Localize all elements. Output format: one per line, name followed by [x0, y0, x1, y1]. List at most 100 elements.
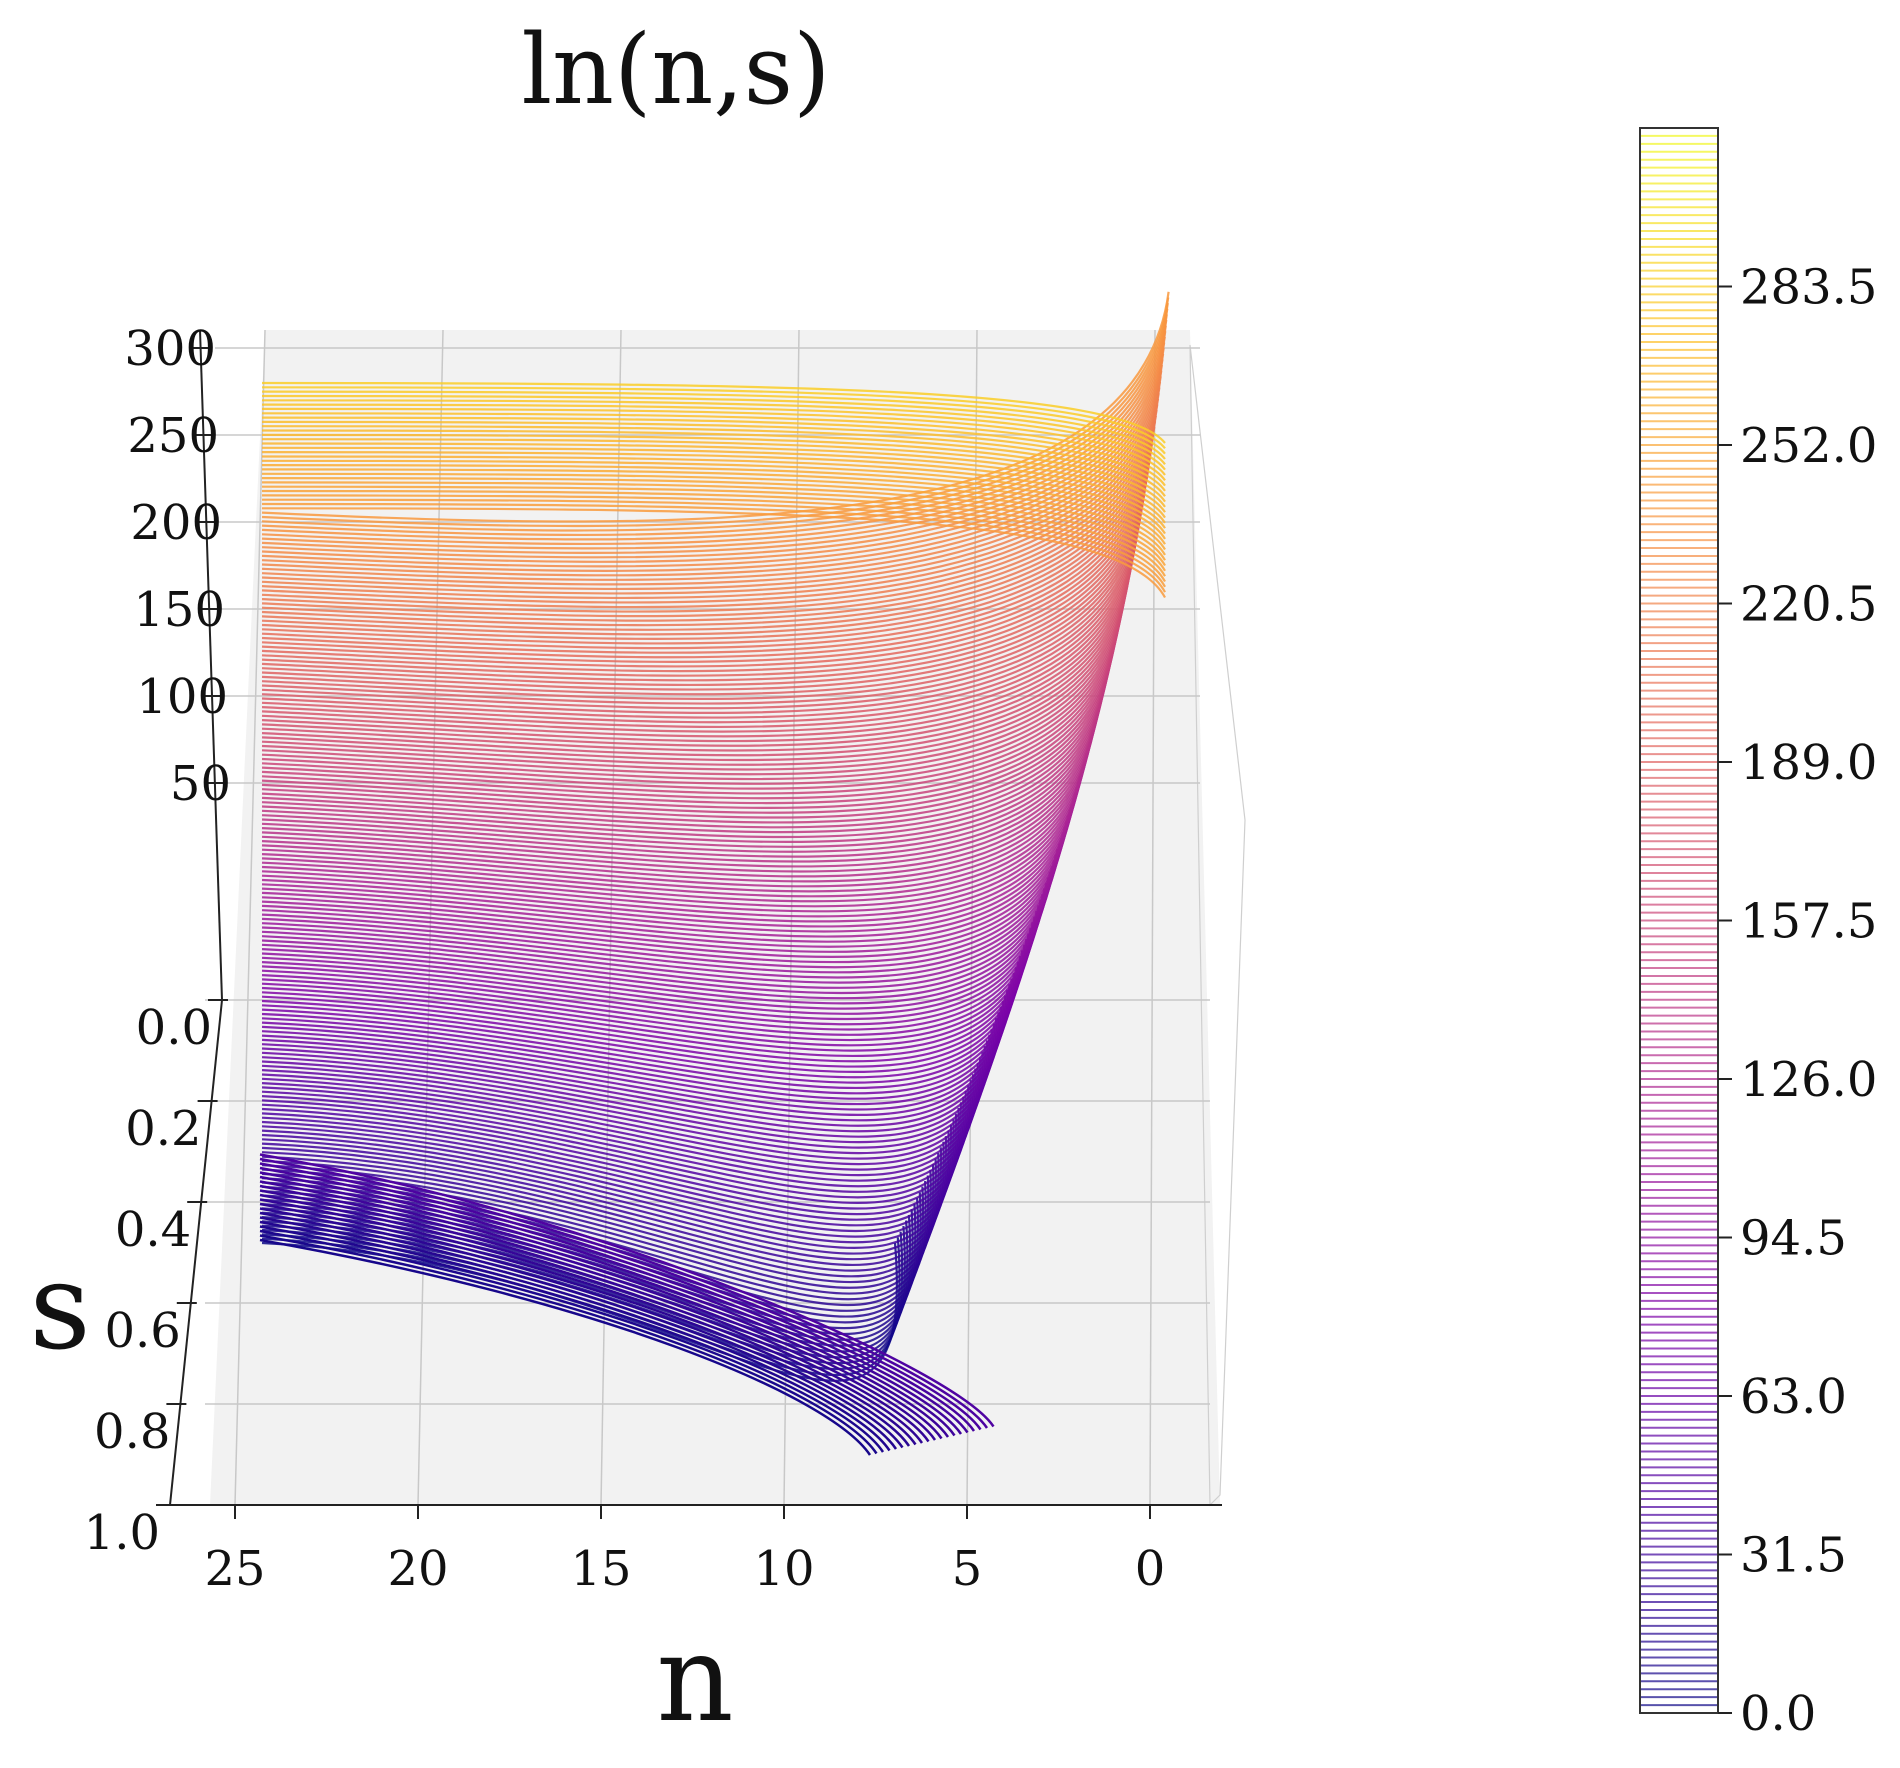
- contour-line: [261, 1006, 1002, 1144]
- contour-line: [261, 494, 1146, 686]
- contour-line: [261, 882, 1048, 1026]
- contour-line: [261, 477, 1148, 673]
- contour-line: [261, 481, 1166, 567]
- contour-line: [261, 792, 1076, 943]
- contour-line: [261, 443, 1154, 645]
- contour-line: [261, 803, 1073, 953]
- z-tick-label: 100: [136, 669, 228, 725]
- contour-line: [261, 381, 1166, 444]
- contour-line: [261, 736, 1093, 893]
- contour-line: [261, 888, 1046, 1031]
- contour-line: [261, 899, 1042, 1042]
- contour-line: [261, 606, 1124, 781]
- x-tick-label: 5: [952, 1541, 983, 1597]
- contour-line: [261, 302, 1169, 532]
- contour-line: [261, 865, 1053, 1010]
- contour-line: [261, 854, 1057, 1000]
- contour-line: [261, 680, 1107, 844]
- contour-line: [261, 657, 1113, 824]
- contour-line: [261, 910, 1038, 1052]
- contour-line: [261, 342, 1166, 563]
- z-axis: 300 250 200 150 100 50: [124, 321, 231, 1001]
- contour-line: [261, 331, 1167, 554]
- contour-line: [261, 386, 1166, 449]
- contour-line: [261, 713, 1099, 873]
- contour-line: [261, 730, 1094, 888]
- contour-line: [261, 809, 1071, 959]
- contour-line: [261, 489, 1166, 577]
- s-axis: 0.0 0.2 0.4 0.6 0.8 1.0: [84, 999, 228, 1561]
- contour-line: [261, 409, 1158, 618]
- s-axis-line: [169, 999, 223, 1506]
- contour-line: [261, 477, 1166, 561]
- contour-line: [261, 297, 1170, 528]
- contour-line: [261, 432, 1155, 636]
- x-tick-label: 10: [753, 1541, 814, 1597]
- colorbar: 283.5 252.0 220.5 189.0 157.5 126.0 94.5 63.0 31…: [1639, 127, 1877, 1742]
- contour-line: [261, 753, 1088, 908]
- contour-line: [261, 843, 1061, 989]
- contour-line: [261, 820, 1068, 969]
- z-tick-label: 200: [130, 495, 222, 551]
- contour-line: [261, 961, 1020, 1100]
- contour-line: [261, 438, 1154, 640]
- contour-line: [259, 1193, 937, 1441]
- contour-line: [261, 407, 1166, 476]
- contour-line: [261, 446, 1166, 524]
- contour-line: [261, 502, 1166, 593]
- contour-line: [261, 916, 1036, 1058]
- x-tick-label: 20: [387, 1541, 448, 1597]
- contour-line: [261, 370, 1163, 586]
- contour-line: [261, 685, 1106, 848]
- contour-line: [261, 848, 1059, 995]
- contour-line: [261, 1074, 975, 1210]
- contour-line: [261, 775, 1081, 928]
- contour-line: [261, 567, 1132, 747]
- contour-line: [261, 826, 1066, 974]
- contour-line: [261, 533, 1139, 719]
- contour-line: [261, 399, 1166, 465]
- contour-line: [261, 522, 1141, 710]
- contour-line: [259, 1211, 911, 1447]
- contour-line: [259, 1171, 969, 1434]
- contour-line: [261, 494, 1166, 583]
- s-tick-label: 0.2: [125, 1101, 201, 1157]
- contour-line: [261, 485, 1166, 572]
- s-tick-label: 1.0: [84, 1505, 160, 1561]
- s-tick-label: 0.6: [104, 1303, 180, 1359]
- contour-line: [261, 831, 1064, 979]
- contour-line: [259, 1207, 917, 1446]
- contour-line: [261, 595, 1127, 771]
- contour-line: [261, 1034, 991, 1171]
- contour-line: [259, 1189, 943, 1440]
- contour-line: [259, 1162, 982, 1431]
- contour-line: [261, 511, 1143, 700]
- contour-line: [261, 984, 1011, 1122]
- contour-line: [261, 573, 1131, 752]
- contour-line: [259, 1202, 924, 1444]
- contour-line: [261, 1029, 993, 1166]
- chart-title: ln(n,s): [521, 14, 830, 126]
- contour-line: [261, 433, 1166, 508]
- contour-line: [261, 319, 1168, 546]
- colorbar-tick-label: 0.0: [1740, 1686, 1816, 1742]
- contour-line: [261, 438, 1166, 513]
- contour-line: [261, 770, 1083, 923]
- contour-line: [261, 472, 1166, 556]
- contour-line: [261, 1045, 986, 1182]
- contour-line: [261, 1012, 1000, 1149]
- s-tick-label: 0.4: [115, 1202, 191, 1258]
- contour-line: [261, 1000, 1004, 1138]
- contour-line: [261, 412, 1166, 481]
- contour-line: [261, 955, 1022, 1095]
- contour-line: [261, 468, 1166, 551]
- contour-line: [261, 972, 1015, 1111]
- contour-line: [261, 499, 1145, 691]
- contour-line: [259, 1157, 989, 1429]
- contour-line: [261, 989, 1009, 1127]
- contour-line: [261, 471, 1149, 668]
- z-tick-label: 300: [124, 321, 216, 377]
- contour-line: [259, 1234, 878, 1455]
- contour-line: [261, 719, 1097, 878]
- x-axis-label: n: [656, 1610, 733, 1749]
